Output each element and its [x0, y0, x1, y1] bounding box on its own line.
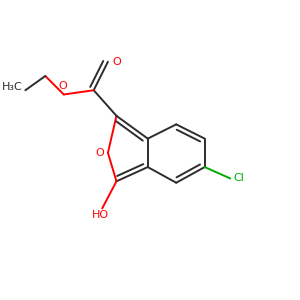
Text: Cl: Cl — [233, 173, 244, 184]
Text: O: O — [58, 81, 67, 91]
Text: H₃C: H₃C — [2, 82, 23, 92]
Text: O: O — [112, 57, 121, 67]
Text: HO: HO — [92, 211, 110, 220]
Text: O: O — [95, 148, 104, 158]
